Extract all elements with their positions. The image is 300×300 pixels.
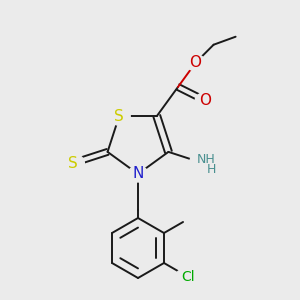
Text: O: O	[199, 93, 211, 108]
Text: Cl: Cl	[182, 270, 195, 284]
Text: O: O	[190, 55, 202, 70]
Text: NH: NH	[196, 152, 215, 166]
Ellipse shape	[108, 107, 130, 125]
Ellipse shape	[190, 149, 226, 177]
Ellipse shape	[186, 55, 206, 71]
Text: H: H	[207, 163, 216, 176]
Text: S: S	[114, 109, 124, 124]
Ellipse shape	[62, 154, 84, 172]
Ellipse shape	[195, 93, 215, 109]
Ellipse shape	[128, 166, 148, 182]
Text: S: S	[68, 155, 78, 170]
Ellipse shape	[175, 268, 201, 286]
Text: N: N	[132, 167, 144, 182]
